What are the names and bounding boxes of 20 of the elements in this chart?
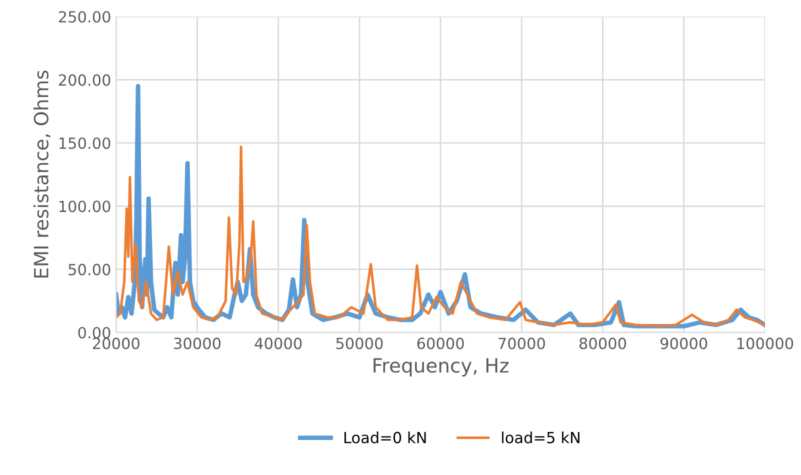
y-tick-label: 100.00: [60, 200, 110, 212]
y-tick-label: 50.00: [68, 264, 110, 276]
x-tick-label: 80000: [579, 338, 626, 350]
x-axis-title: Frequency, Hz: [374, 358, 509, 377]
x-tick-label: 70000: [498, 338, 545, 350]
legend-label: Load=0 kN: [344, 432, 426, 444]
y-axis-title: EMI resistance, Ohms: [33, 70, 50, 278]
x-tick-label: 50000: [336, 338, 383, 350]
x-tick-label: 60000: [417, 338, 464, 350]
line-series: [116, 146, 765, 328]
x-tick-label: 90000: [660, 338, 708, 350]
x-tick-label: 30000: [174, 338, 221, 350]
y-tick-label: 0.00: [78, 326, 110, 339]
y-tick-label: 150.00: [60, 137, 110, 149]
y-tick-label: 250.00: [58, 11, 110, 23]
x-tick-label: 100000: [737, 338, 794, 350]
x-tick-label: 40000: [254, 338, 302, 350]
x-tick-label: 20000: [92, 338, 140, 350]
y-tick-label: 200.00: [58, 74, 110, 86]
legend-label: load=5 kN: [502, 432, 580, 444]
